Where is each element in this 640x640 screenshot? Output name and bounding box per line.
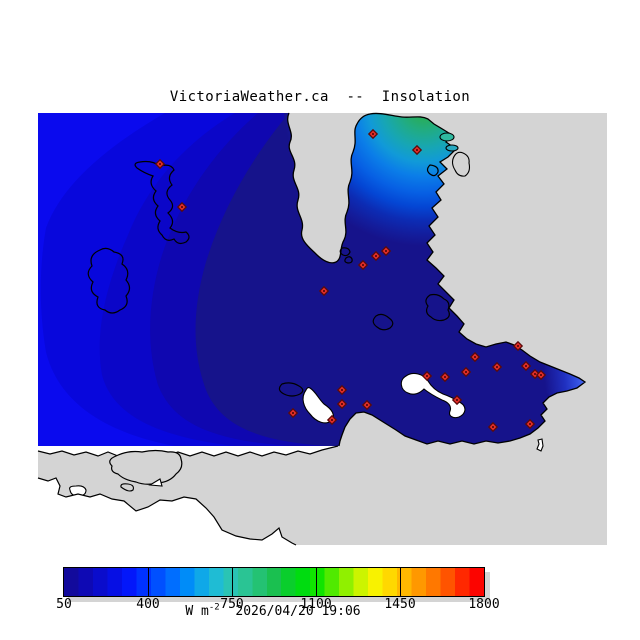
islet-southeast (536, 438, 544, 452)
station-marker[interactable] (318, 285, 330, 297)
timestamp-label: 2026/04/20 19:06 (235, 604, 361, 619)
station-marker[interactable] (326, 414, 338, 426)
lower-coast-region (37, 438, 544, 546)
colorbar-tick-label: 1100 (300, 597, 332, 612)
colorbar-tick-labels: 50 400 750 1100 1450 1800 (0, 597, 640, 612)
colorbar-tick (400, 568, 401, 596)
lake-outlines (87, 160, 450, 397)
colorbar-tick-label: 750 (220, 597, 244, 612)
colorbar-caption: W m-2 2026/04/20 19:06 (63, 602, 483, 619)
station-marker[interactable] (176, 201, 188, 213)
station-markers[interactable] (154, 128, 547, 433)
station-marker[interactable] (487, 421, 499, 433)
station-marker[interactable] (469, 351, 481, 363)
mainland-south (38, 478, 296, 545)
station-marker[interactable] (357, 259, 369, 271)
islet-small (120, 483, 134, 492)
gorge-inlet (400, 372, 466, 419)
colorbar-tick-label: 50 (56, 597, 72, 612)
station-marker[interactable] (367, 128, 379, 140)
colorbar-tick (232, 568, 233, 596)
station-marker[interactable] (361, 399, 373, 411)
colorbar-tick (316, 568, 317, 596)
colorbar-tick-label: 400 (136, 597, 160, 612)
station-marker[interactable] (411, 144, 423, 156)
station-marker[interactable] (336, 384, 348, 396)
island-large (109, 449, 183, 485)
coastline-main (287, 112, 587, 447)
station-marker[interactable] (520, 360, 532, 372)
units-exponent: -2 (208, 602, 220, 613)
offshore-islands (439, 132, 471, 177)
station-marker[interactable] (380, 245, 392, 257)
page-title: VictoriaWeather.ca -- Insolation (169, 89, 471, 105)
station-marker[interactable] (512, 340, 524, 352)
station-marker[interactable] (439, 371, 451, 383)
station-marker[interactable] (451, 394, 463, 406)
station-marker[interactable] (370, 250, 382, 262)
station-marker[interactable] (421, 370, 433, 382)
units-label: W m (185, 604, 209, 619)
station-marker[interactable] (535, 369, 547, 381)
inlets (302, 372, 466, 424)
station-marker[interactable] (491, 361, 503, 373)
colorbar[interactable] (63, 567, 485, 597)
colorbar-tick-label: 1800 (468, 597, 500, 612)
cape-light-patch (542, 364, 585, 396)
station-marker[interactable] (287, 407, 299, 419)
station-marker[interactable] (460, 366, 472, 378)
station-marker[interactable] (154, 158, 166, 170)
colorbar-tick (148, 568, 149, 596)
harbour-inlet (302, 387, 334, 424)
station-marker[interactable] (524, 418, 536, 430)
colorbar-tick-label: 1450 (384, 597, 416, 612)
islet-triangle (148, 478, 163, 487)
station-marker[interactable] (336, 398, 348, 410)
